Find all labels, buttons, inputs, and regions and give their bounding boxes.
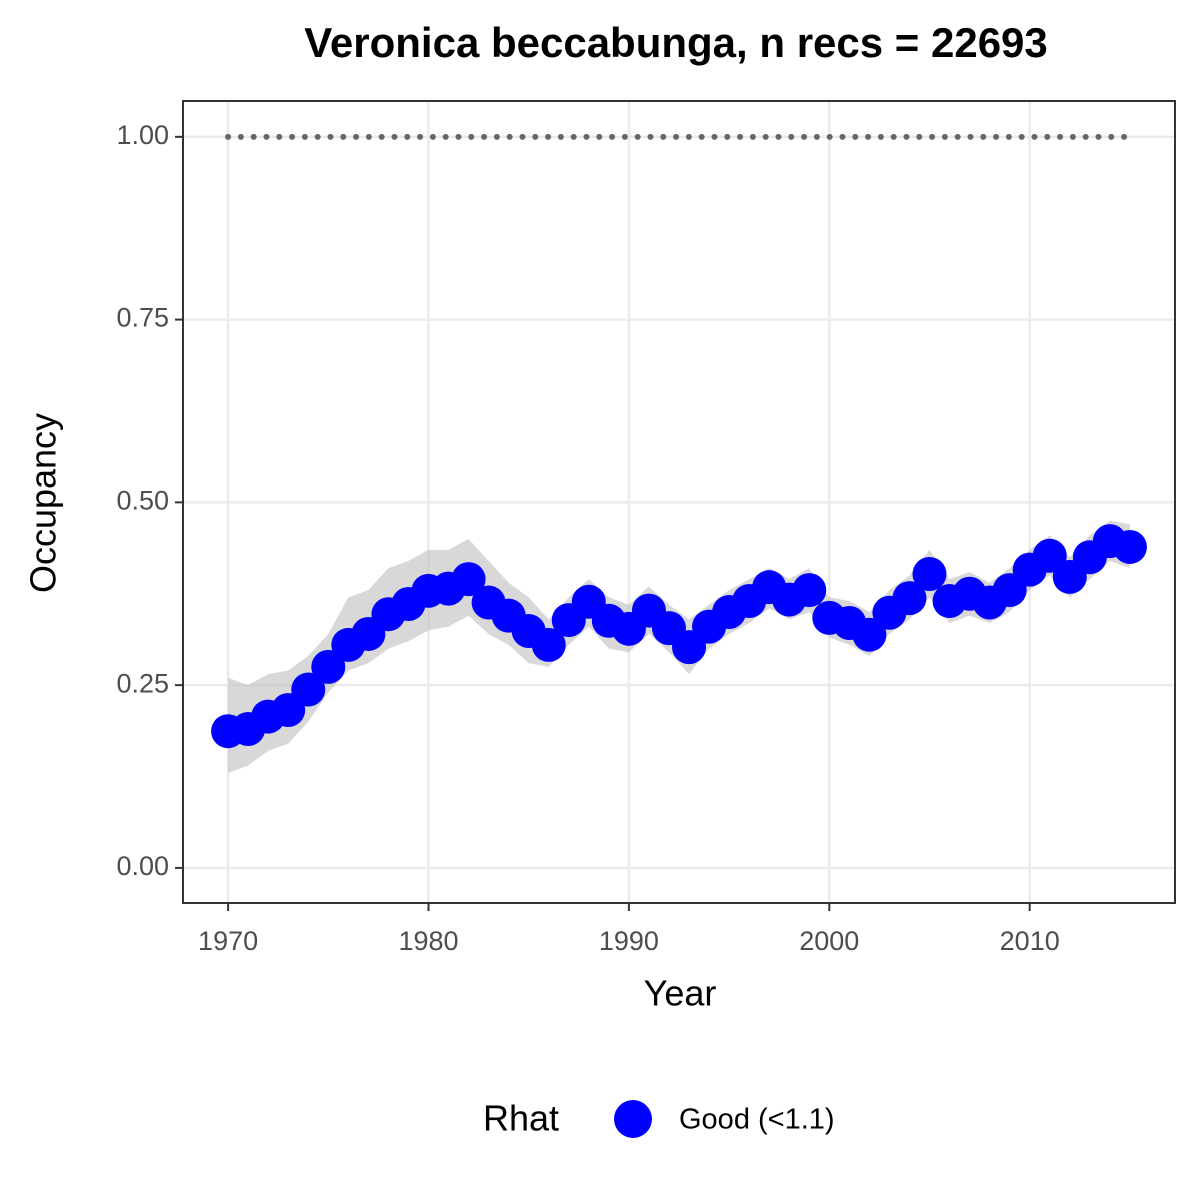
y-axis-label: Occupancy <box>23 413 64 593</box>
y-tick-label: 0.25 <box>116 668 169 698</box>
point <box>531 627 566 662</box>
point <box>311 649 346 684</box>
x-tick-label: 1990 <box>599 926 659 956</box>
legend-marker <box>614 1100 652 1138</box>
point <box>291 672 326 707</box>
point <box>892 581 927 616</box>
x-axis-label: Year <box>644 973 717 1014</box>
point <box>852 617 887 652</box>
point <box>451 562 486 597</box>
point <box>912 557 947 592</box>
y-tick-label: 1.00 <box>116 120 169 150</box>
legend-title: Rhat <box>483 1098 559 1139</box>
point <box>1032 538 1067 573</box>
y-tick-label: 0.00 <box>116 851 169 881</box>
x-tick-label: 1980 <box>398 926 458 956</box>
y-tick-label: 0.75 <box>116 303 169 333</box>
x-tick-label: 2010 <box>1000 926 1060 956</box>
y-tick-label: 0.50 <box>116 485 169 515</box>
x-tick-label: 1970 <box>198 926 258 956</box>
chart-title: Veronica beccabunga, n recs = 22693 <box>304 19 1048 66</box>
point <box>792 573 827 608</box>
legend-label: Good (<1.1) <box>679 1104 835 1136</box>
panel-border <box>182 100 1176 904</box>
x-tick-label: 2000 <box>799 926 859 956</box>
point <box>1112 529 1147 564</box>
